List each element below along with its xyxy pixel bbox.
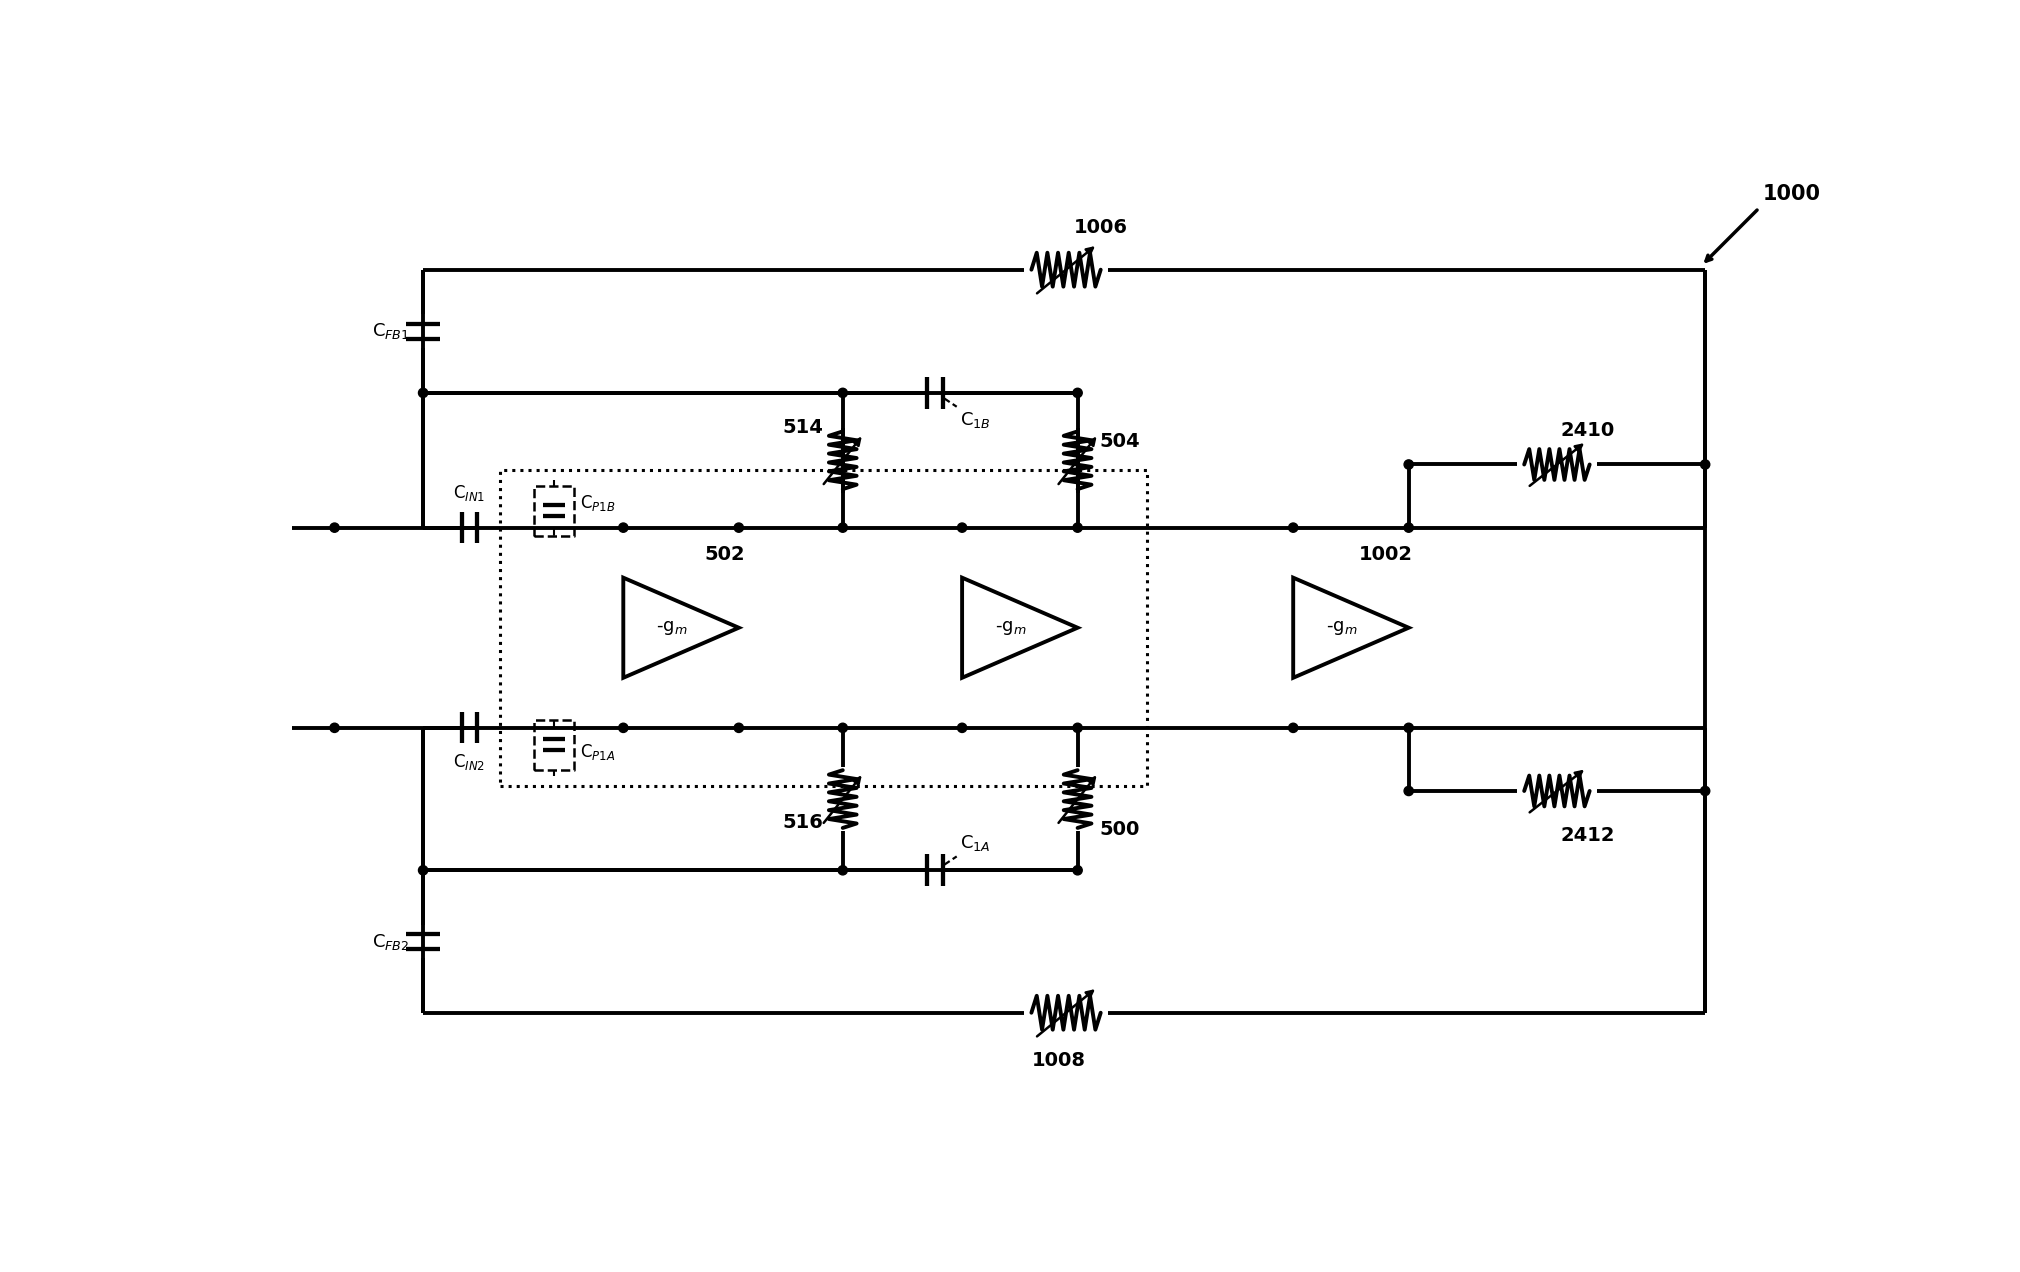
- Text: 1006: 1006: [1075, 219, 1127, 238]
- Text: C$_{1A}$: C$_{1A}$: [960, 833, 990, 854]
- Text: C$_{IN1}$: C$_{IN1}$: [452, 483, 485, 502]
- Circle shape: [1289, 523, 1297, 532]
- Circle shape: [618, 523, 628, 532]
- Circle shape: [329, 523, 339, 532]
- Text: 502: 502: [705, 544, 745, 563]
- Text: C$_{1B}$: C$_{1B}$: [960, 410, 990, 430]
- Text: C$_{FB1}$: C$_{FB1}$: [372, 322, 410, 341]
- Text: 516: 516: [782, 813, 824, 832]
- Text: -g$_m$: -g$_m$: [994, 618, 1026, 637]
- Text: 1000: 1000: [1763, 184, 1820, 205]
- Text: 1008: 1008: [1032, 1051, 1085, 1070]
- Circle shape: [1073, 523, 1083, 532]
- Circle shape: [957, 724, 968, 733]
- Text: C$_{P1B}$: C$_{P1B}$: [580, 494, 616, 513]
- Text: 500: 500: [1099, 820, 1139, 840]
- Circle shape: [1073, 724, 1083, 733]
- Circle shape: [1404, 523, 1414, 532]
- Circle shape: [838, 388, 846, 398]
- Text: 2410: 2410: [1561, 421, 1616, 440]
- Circle shape: [1289, 724, 1297, 733]
- Circle shape: [1701, 460, 1709, 469]
- Circle shape: [329, 724, 339, 733]
- Text: C$_{IN2}$: C$_{IN2}$: [452, 753, 485, 772]
- Text: 514: 514: [782, 418, 824, 438]
- Circle shape: [1073, 866, 1083, 875]
- Circle shape: [838, 866, 846, 875]
- Circle shape: [1073, 388, 1083, 398]
- Circle shape: [418, 866, 428, 875]
- Text: 2412: 2412: [1561, 826, 1616, 845]
- Circle shape: [957, 523, 968, 532]
- Text: -g$_m$: -g$_m$: [1325, 618, 1357, 637]
- Circle shape: [618, 724, 628, 733]
- Text: -g$_m$: -g$_m$: [656, 618, 687, 637]
- Circle shape: [733, 523, 743, 532]
- Circle shape: [1404, 724, 1414, 733]
- Text: 504: 504: [1099, 431, 1139, 450]
- Circle shape: [838, 724, 846, 733]
- Circle shape: [838, 523, 846, 532]
- Text: C$_{P1A}$: C$_{P1A}$: [580, 743, 616, 762]
- Circle shape: [418, 388, 428, 398]
- Text: C$_{FB2}$: C$_{FB2}$: [372, 931, 410, 951]
- Circle shape: [1404, 786, 1414, 795]
- Circle shape: [1404, 460, 1414, 469]
- Circle shape: [1701, 786, 1709, 795]
- Circle shape: [733, 724, 743, 733]
- Text: 1002: 1002: [1359, 544, 1412, 563]
